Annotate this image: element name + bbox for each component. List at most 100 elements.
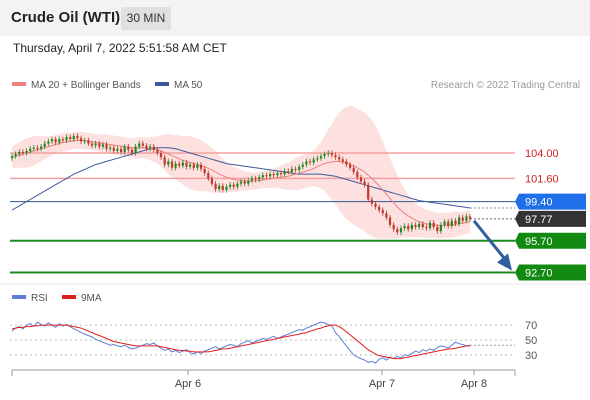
candle [312,159,315,163]
candle [258,177,261,180]
legend-ma50: MA 50 [155,80,202,91]
candle [21,151,24,153]
candle [421,223,424,227]
candle [87,140,90,144]
rsi-tick-label: 70 [525,320,537,332]
candle [36,147,39,149]
candle [221,185,224,190]
candle [98,143,101,147]
rsi-swatch [12,295,26,300]
candle [138,143,141,147]
candle [116,148,119,151]
candle [83,140,86,142]
candle [65,137,68,141]
candle [388,217,392,225]
projection-arrow-shaft [472,219,508,262]
candle [54,139,57,143]
candle [10,156,14,159]
candle [407,226,410,230]
candle [359,177,363,182]
candle [410,224,413,230]
level-label-pivot: 99.40 [525,197,553,209]
candle [381,210,384,214]
candle [418,223,421,227]
candle [367,184,370,200]
candle [232,184,235,187]
candle [94,143,97,146]
timeframe-badge[interactable]: 30 MIN [121,7,171,30]
candle [294,168,297,170]
candle [254,178,257,180]
candle [18,151,21,154]
instrument-title: Crude Oil (WTI) [11,9,121,26]
candle [120,148,123,152]
candle [425,227,428,229]
candle [305,161,308,165]
candle [189,164,192,167]
candle [392,224,395,230]
candle [43,143,46,147]
candle [356,172,359,178]
header-bar: Crude Oil (WTI) 30 MIN [0,0,590,36]
candle [123,146,126,152]
candle [203,168,206,174]
candle [210,178,213,184]
level-box-s2 [515,264,586,281]
rsi-tick-label: 30 [525,350,537,362]
candle [309,161,312,163]
candle [105,144,108,149]
candle [428,222,432,229]
candle [385,213,388,218]
candle [109,147,112,149]
candle [76,136,79,139]
ma50-swatch [155,82,169,87]
candle [149,146,152,149]
candle [272,174,275,176]
candle [276,173,279,176]
candle [468,216,472,219]
x-tick-label: Apr 7 [369,378,395,390]
level-box-current [515,210,586,227]
candle [341,159,344,162]
candle [334,155,337,158]
timestamp: Thursday, April 7, 2022 5:51:58 AM CET [13,41,227,55]
level-box-s1 [515,232,586,249]
legend-ma20-label: MA 20 + Bollinger Bands [31,80,141,91]
candle [152,146,155,150]
candle [250,178,253,181]
candle [396,229,399,233]
candle [378,206,381,211]
candle [243,181,246,184]
candle [323,154,326,157]
legend-ma20: MA 20 + Bollinger Bands [12,80,141,91]
candle [207,173,210,179]
candle [181,162,184,166]
candle [298,166,301,170]
legend-ma50-label: MA 50 [174,80,203,91]
level-label-current: 97.77 [525,214,553,226]
x-tick-label: Apr 6 [175,378,201,390]
candle [167,161,170,165]
credit-text: Research © 2022 Trading Central [430,80,580,91]
level-label-r1: 101.60 [525,173,559,185]
candle [239,181,243,184]
candle [283,171,286,175]
candle [145,145,148,149]
candle [370,199,373,204]
candle [247,180,250,184]
legend-rsi-ma-label: 9MA [81,293,102,304]
candle [229,184,232,187]
candle [178,163,181,166]
candle [101,144,104,147]
legend-rsi-ma: 9MA [62,293,102,304]
candle [432,222,435,227]
rsi-tick-label: 50 [525,335,537,347]
ma50-line [11,147,471,211]
candle [156,149,159,153]
candle [399,228,403,233]
rsi-ma-swatch [62,295,76,300]
candle [196,164,199,168]
candle [225,186,228,190]
candle [199,164,203,169]
